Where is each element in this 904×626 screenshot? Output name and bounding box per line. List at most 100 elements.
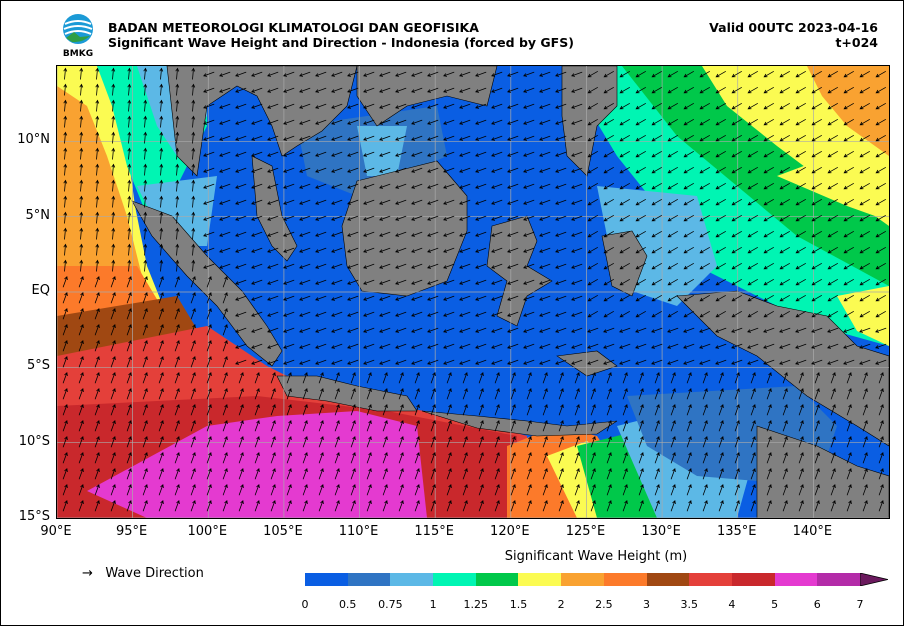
wave-arrow bbox=[414, 404, 420, 416]
wave-arrow bbox=[779, 182, 790, 190]
wave-arrow bbox=[683, 118, 694, 126]
wave-arrow bbox=[174, 372, 180, 384]
wave-arrow bbox=[571, 151, 583, 157]
wave-arrow bbox=[523, 359, 535, 365]
wave-arrow bbox=[299, 263, 311, 269]
wave-arrow bbox=[63, 243, 68, 256]
wave-arrow bbox=[526, 388, 532, 400]
wave-arrow bbox=[590, 420, 596, 432]
wave-arrow bbox=[654, 436, 660, 448]
wave-arrow bbox=[110, 356, 116, 368]
wave-arrow bbox=[862, 436, 868, 448]
wave-arrow bbox=[126, 356, 132, 368]
wave-arrow bbox=[302, 420, 308, 432]
wave-arrow bbox=[427, 295, 439, 301]
wave-arrow bbox=[270, 436, 276, 448]
wave-arrow bbox=[302, 500, 308, 512]
wave-arrow bbox=[411, 183, 423, 189]
wave-arrow bbox=[254, 404, 260, 416]
wave-arrow bbox=[475, 135, 487, 141]
wave-arrow bbox=[110, 324, 116, 336]
wave-arrow bbox=[766, 372, 772, 384]
wave-arrow bbox=[443, 247, 455, 253]
wave-arrow bbox=[782, 468, 788, 480]
wave-arrow bbox=[590, 468, 596, 480]
colorbar-tick-label: 0.75 bbox=[378, 598, 403, 611]
wave-arrow bbox=[603, 102, 614, 110]
wave-arrow bbox=[507, 199, 519, 205]
wave-arrow bbox=[462, 468, 468, 480]
wave-arrow bbox=[686, 452, 692, 464]
wave-arrow bbox=[363, 231, 375, 237]
wave-arrow bbox=[619, 118, 630, 126]
wave-arrow bbox=[715, 150, 726, 158]
wave-arrow bbox=[603, 262, 614, 270]
wave-direction-arrows bbox=[62, 67, 887, 512]
wave-arrow bbox=[219, 183, 231, 189]
wave-arrow bbox=[603, 182, 614, 190]
wave-arrow bbox=[379, 263, 391, 269]
wave-arrow bbox=[142, 404, 148, 416]
wave-arrow bbox=[859, 359, 871, 365]
wave-arrow bbox=[203, 135, 215, 141]
wave-arrow bbox=[235, 327, 247, 333]
wave-arrow bbox=[379, 231, 391, 237]
y-tick-label: EQ bbox=[31, 283, 50, 298]
wave-arrow bbox=[286, 452, 292, 464]
wave-arrow bbox=[62, 468, 68, 480]
wave-arrow bbox=[619, 294, 630, 302]
wave-arrow bbox=[555, 263, 567, 269]
wave-arrow bbox=[334, 420, 340, 432]
wave-arrow bbox=[62, 308, 68, 320]
wave-arrow bbox=[446, 468, 452, 480]
wave-arrow bbox=[878, 452, 884, 464]
wave-arrow bbox=[539, 327, 551, 333]
wave-arrow bbox=[731, 198, 742, 206]
valid-block: Valid 00UTC 2023-04-16 t+024 bbox=[709, 20, 878, 50]
colorbar-tick-label: 1.25 bbox=[463, 598, 489, 611]
wave-arrow bbox=[539, 135, 551, 141]
wave-arrow bbox=[143, 243, 148, 256]
wave-arrow bbox=[334, 452, 340, 464]
wave-arrow bbox=[795, 70, 806, 78]
wave-arrow bbox=[526, 404, 532, 416]
wave-arrow bbox=[94, 388, 100, 400]
wave-arrow bbox=[763, 214, 774, 222]
wave-arrow bbox=[235, 151, 247, 157]
wave-arrow bbox=[510, 436, 516, 448]
wave-arrow bbox=[174, 356, 180, 368]
wave-arrow bbox=[318, 452, 324, 464]
wave-arrow bbox=[63, 67, 68, 80]
wave-arrow bbox=[539, 263, 551, 269]
colorbar-segment bbox=[689, 573, 732, 586]
wave-arrow bbox=[331, 199, 343, 205]
wave-arrow bbox=[558, 372, 564, 384]
wave-arrow bbox=[286, 372, 292, 384]
wave-arrow bbox=[827, 86, 838, 94]
wave-arrow bbox=[411, 231, 423, 237]
wave-arrow bbox=[523, 135, 535, 141]
wave-arrow bbox=[251, 279, 263, 285]
wave-arrow bbox=[363, 183, 375, 189]
wave-arrow bbox=[142, 500, 148, 512]
wave-arrow bbox=[750, 468, 756, 480]
wave-arrow bbox=[95, 211, 100, 224]
wave-arrow bbox=[622, 468, 628, 480]
wave-arrow bbox=[79, 259, 84, 272]
wave-arrow bbox=[843, 150, 854, 158]
wave-arrow bbox=[111, 67, 116, 80]
wave-arrow bbox=[462, 484, 468, 496]
wave-arrow bbox=[715, 102, 726, 110]
wave-arrow bbox=[347, 343, 359, 349]
wave-arrow bbox=[430, 420, 436, 432]
wave-arrow bbox=[286, 500, 292, 512]
wave-arrow bbox=[779, 86, 790, 94]
y-tick-label: 15°S bbox=[18, 509, 50, 524]
wave-arrow bbox=[603, 134, 614, 142]
wave-arrow bbox=[491, 199, 503, 205]
wave-arrow bbox=[443, 215, 455, 221]
wave-arrow bbox=[78, 388, 84, 400]
wave-arrow bbox=[267, 311, 279, 317]
wave-arrow bbox=[382, 500, 388, 512]
wave-arrow bbox=[766, 388, 772, 400]
